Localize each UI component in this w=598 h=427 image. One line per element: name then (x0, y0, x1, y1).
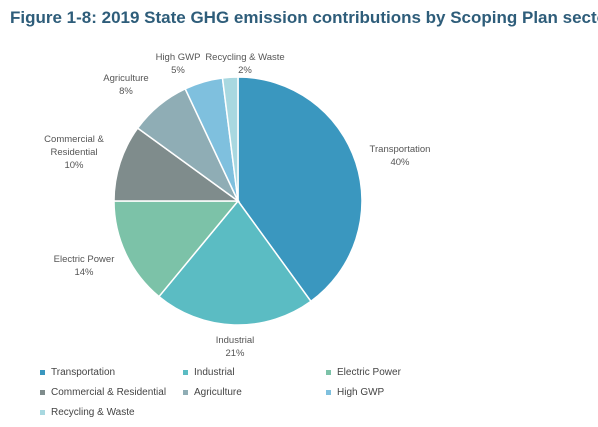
slice-label: Commercial & Residential 10% (39, 133, 109, 172)
legend-entry: High GWP (326, 387, 384, 398)
legend-entry: Recycling & Waste (40, 407, 135, 418)
legend-marker (326, 369, 331, 375)
slice-value: 2% (238, 65, 252, 76)
slice-label: Agriculture 8% (103, 72, 148, 98)
slice-value: 5% (171, 65, 185, 76)
legend-entry: Transportation (40, 367, 115, 378)
legend-entry: Commercial & Residential (40, 387, 166, 398)
slice-label: Recycling & Waste 2% (205, 51, 284, 77)
slice-value: 21% (225, 348, 245, 359)
legend-marker (40, 389, 45, 395)
legend-marker (183, 369, 188, 375)
slice-name: Industrial (215, 335, 255, 346)
slice-label: High GWP 5% (156, 51, 201, 77)
slice-value: 14% (74, 267, 94, 278)
slice-name: Transportation (369, 144, 431, 155)
slice-label: Electric Power 14% (54, 253, 115, 279)
legend-marker (183, 389, 188, 395)
slice-name: Agriculture (103, 73, 149, 84)
slice-name: Commercial & Residential (44, 134, 104, 158)
legend-label: High GWP (337, 387, 385, 398)
slice-value: 10% (64, 160, 84, 171)
legend-marker (40, 409, 45, 415)
pie-slice (113, 200, 240, 298)
legend-label: Electric Power (337, 367, 401, 378)
pie-slice (113, 127, 241, 202)
slice-name: Recycling & Waste (205, 52, 285, 63)
pie-slice (157, 199, 312, 326)
legend-label: Commercial & Residential (51, 387, 167, 398)
pie-slice (221, 76, 239, 202)
slice-value: 40% (390, 157, 410, 168)
legend-label: Agriculture (194, 387, 242, 398)
slice-value: 8% (119, 86, 133, 97)
legend-marker (326, 389, 331, 395)
slice-label: Transportation 40% (370, 143, 431, 169)
slice-name: Electric Power (53, 254, 115, 265)
legend-entry: Electric Power (326, 367, 401, 378)
legend-label: Recycling & Waste (51, 407, 135, 418)
legend-marker (40, 369, 45, 375)
legend-label: Transportation (51, 367, 116, 378)
chart-title: Figure 1-8: 2019 State GHG emission cont… (10, 8, 598, 27)
slice-label: Industrial 21% (216, 334, 255, 360)
legend-label: Industrial (194, 367, 235, 378)
slice-name: High GWP (155, 52, 201, 63)
pie-slice (237, 76, 363, 303)
legend-entry: Agriculture (183, 387, 242, 398)
legend-entry: Industrial (183, 367, 235, 378)
